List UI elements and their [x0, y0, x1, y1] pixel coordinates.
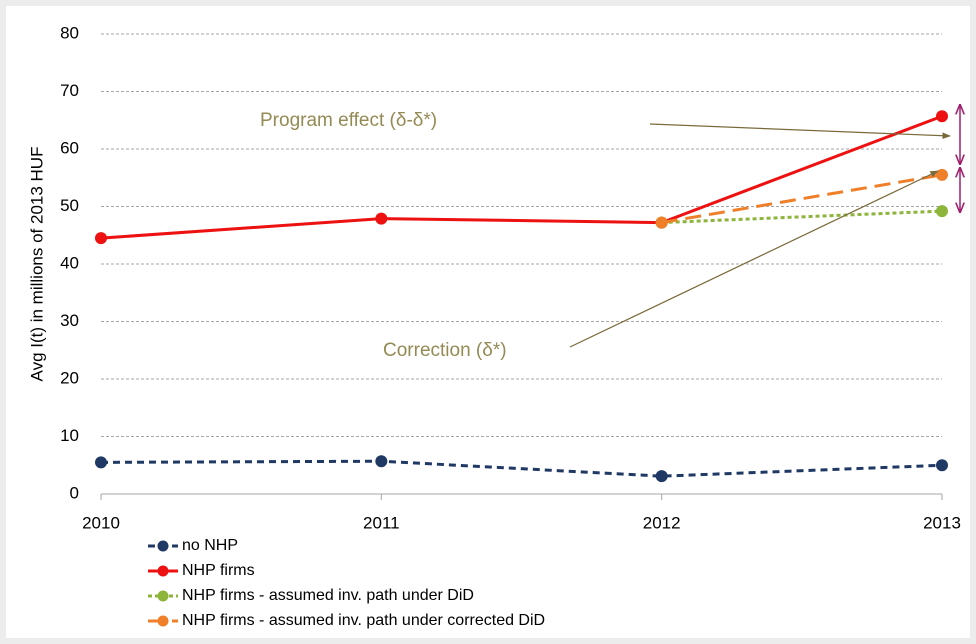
y-tick-label: 80	[60, 23, 79, 42]
x-tick-label: 2012	[643, 513, 681, 532]
legend-marker	[157, 615, 169, 627]
data-point	[936, 168, 948, 181]
y-tick-label: 70	[60, 81, 79, 100]
x-tick-label: 2011	[363, 513, 400, 532]
x-tick-label: 2013	[923, 513, 961, 532]
y-tick-label: 40	[60, 253, 79, 272]
y-tick-label: 50	[60, 196, 79, 215]
annotation: Program effect (δ-δ*)	[260, 110, 437, 131]
legend-marker	[157, 590, 169, 602]
data-point	[655, 216, 668, 229]
data-point	[936, 205, 948, 218]
y-tick-label: 30	[60, 311, 79, 330]
legend-label: NHP firms - assumed inv. path under corr…	[182, 612, 545, 629]
data-point	[375, 455, 388, 468]
y-tick-label: 10	[60, 426, 79, 445]
data-point	[655, 470, 668, 483]
data-point	[95, 456, 107, 469]
annotation-arrow	[569, 170, 939, 348]
y-tick-label: 0	[70, 483, 79, 502]
legend-marker	[157, 540, 169, 552]
annotation-arrow	[649, 123, 951, 140]
data-point	[936, 459, 948, 472]
legend-label: NHP firms	[182, 562, 255, 579]
series-line	[100, 459, 943, 478]
annotation: Correction (δ*)	[383, 340, 507, 361]
y-axis-label: Avg I(t) in millions of 2013 HUF	[27, 147, 46, 382]
data-point	[95, 232, 107, 245]
legend-label: NHP firms - assumed inv. path under DiD	[182, 587, 474, 604]
y-tick-label: 20	[60, 368, 79, 387]
series-line	[661, 209, 943, 225]
series-line	[100, 114, 943, 240]
y-tick-label: 60	[60, 138, 79, 157]
x-tick-label: 2010	[82, 513, 120, 532]
legend-marker	[157, 565, 169, 577]
legend-label: no NHP	[182, 537, 238, 554]
data-point	[375, 212, 388, 225]
data-point	[936, 110, 948, 123]
